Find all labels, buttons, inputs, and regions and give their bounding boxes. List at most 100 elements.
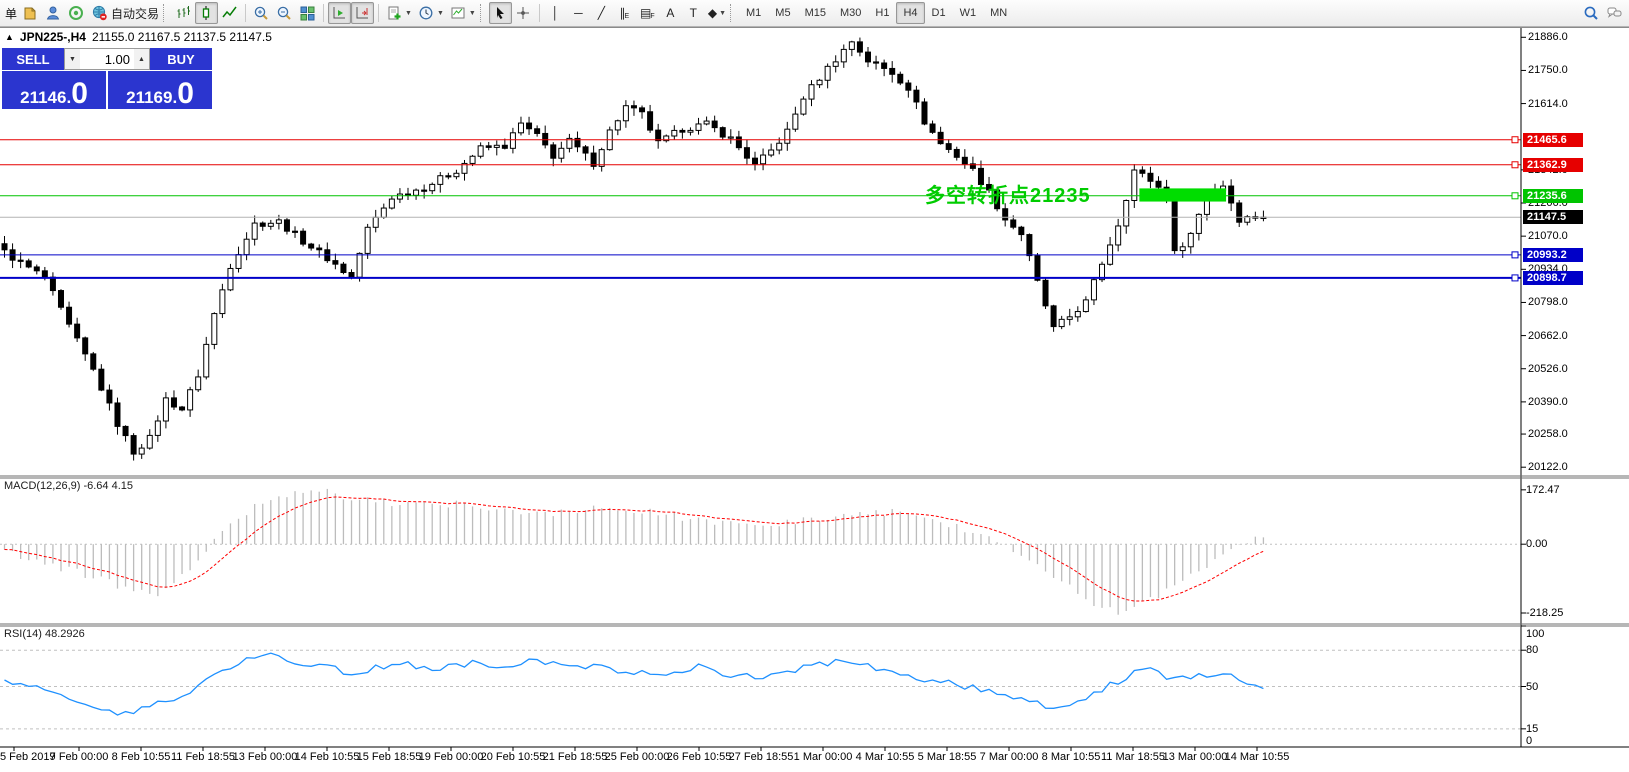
level-price-tag: 20898.7	[1523, 270, 1583, 285]
autotrade-button[interactable]: 自动交易	[88, 2, 162, 24]
macd-indicator-label: MACD(12,26,9) -6.64 4.15	[4, 480, 134, 492]
tile-windows-icon[interactable]	[296, 2, 319, 24]
rsi-axis-label: 80	[1526, 644, 1539, 657]
text-label-icon[interactable]: T	[682, 2, 705, 24]
rsi-axis-label: 0	[1526, 735, 1533, 747]
price-axis-label: 20526.0	[1528, 362, 1568, 375]
timeframe-mn[interactable]: MN	[983, 2, 1014, 24]
current-price-tag: 21147.5	[1523, 210, 1583, 225]
volume-decrease-button[interactable]: ▼	[65, 49, 80, 69]
autotrade-label: 自动交易	[111, 6, 160, 21]
time-axis-label: 13 Mar 00:00	[1162, 751, 1228, 763]
time-axis-label: 26 Feb 10:55	[666, 751, 732, 763]
price-axis-label: 20122.0	[1528, 461, 1568, 474]
time-axis-label: 11 Mar 18:55	[1100, 751, 1166, 763]
volume-spinner: ▼ ▲	[64, 48, 150, 70]
sell-button[interactable]: SELL	[2, 48, 64, 70]
ohlc-values: 21155.0 21167.5 21137.5 21147.5	[91, 30, 272, 44]
time-axis-label: 20 Feb 10:55	[480, 751, 546, 763]
time-axis-label: 5 Mar 18:55	[917, 751, 977, 763]
zoom-out-icon[interactable]	[273, 2, 296, 24]
timeframe-m15[interactable]: M15	[798, 2, 833, 24]
time-axis-label: 14 Feb 10:55	[294, 751, 360, 763]
macd-axis-label: 0.00	[1526, 538, 1548, 551]
sell-price[interactable]: 21146. 0	[2, 71, 106, 109]
equidistant-channel-icon[interactable]: ∥ E	[613, 2, 636, 24]
crosshair-icon[interactable]	[512, 2, 535, 24]
periods-icon[interactable]: ▼	[415, 2, 447, 24]
rsi-axis-label: 100	[1526, 628, 1545, 640]
price-axis-label: 20662.0	[1528, 329, 1568, 342]
chart-annotation-text: 多空转折点21235	[925, 185, 1091, 207]
chart-surface[interactable]	[0, 27, 1629, 772]
zoom-in-icon[interactable]	[250, 2, 273, 24]
buy-price-int: 21169	[126, 88, 173, 107]
text-icon[interactable]: A	[659, 2, 682, 24]
auto-scroll-icon[interactable]	[328, 2, 352, 24]
price-axis-label: 21614.0	[1528, 97, 1568, 110]
time-axis-label: 15 Feb 18:55	[356, 751, 422, 763]
fibonacci-icon[interactable]: ▤ F	[636, 2, 659, 24]
time-axis-label: 13 Feb 00:00	[232, 751, 298, 763]
chart-shift-icon[interactable]	[351, 2, 375, 24]
rsi-axis-label: 50	[1526, 680, 1539, 693]
buy-button[interactable]: BUY	[150, 48, 212, 70]
level-price-tag: 21465.6	[1523, 132, 1583, 147]
vertical-line-icon[interactable]: │	[544, 2, 567, 24]
price-axis-label: 20798.0	[1528, 296, 1568, 309]
price-axis-label: 21070.0	[1528, 230, 1568, 243]
volume-input[interactable]	[80, 49, 134, 69]
time-axis-label: 5 Feb 2019	[0, 751, 56, 763]
time-axis-label: 19 Feb 00:00	[418, 751, 484, 763]
time-axis-label: 21 Feb 18:55	[542, 751, 608, 763]
search-icon[interactable]	[1580, 2, 1603, 24]
collapse-panel-icon[interactable]: ▲	[5, 32, 14, 42]
timeframe-h4[interactable]: H4	[896, 2, 925, 24]
time-axis-label: 7 Feb 00:00	[49, 751, 109, 763]
timeframe-w1[interactable]: W1	[953, 2, 984, 24]
toolbar-grip	[163, 4, 169, 22]
level-price-tag: 21362.9	[1523, 157, 1583, 172]
timeframe-h1[interactable]: H1	[868, 2, 896, 24]
price-axis-label: 20258.0	[1528, 428, 1568, 441]
line-chart-icon[interactable]	[218, 2, 241, 24]
symbol-title: ▲ JPN225-,H4 21155.0 21167.5 21137.5 211…	[5, 30, 272, 44]
data-window-icon[interactable]	[65, 2, 88, 24]
sell-price-big-digit: 0	[71, 77, 88, 110]
new-order-label: 单	[5, 6, 18, 21]
indicators-icon[interactable]: ▼	[383, 2, 415, 24]
templates-icon[interactable]: ▼	[447, 2, 479, 24]
arrows-icon[interactable]: ◆ ▼	[705, 2, 729, 24]
buy-price[interactable]: 21169. 0	[108, 71, 212, 109]
price-axis-label: 21886.0	[1528, 31, 1568, 44]
chart-window: ▲ JPN225-,H4 21155.0 21167.5 21137.5 211…	[0, 27, 1629, 772]
bar-chart-icon[interactable]	[172, 2, 195, 24]
toolbar: 单自动交易 ▼ ▼ ▼ │ ─ ╱ ∥ E ▤ F A T ◆ ▼ M1 M5 M15 M30 H1 H4 D1 W1 MN	[0, 0, 1629, 27]
new-order-icon[interactable]	[19, 2, 42, 24]
timeframe-d1[interactable]: D1	[925, 2, 953, 24]
toolbar-separator	[538, 4, 540, 22]
macd-axis-label: 172.47	[1526, 483, 1560, 496]
timeframe-m5[interactable]: M5	[768, 2, 797, 24]
time-axis-label: 27 Feb 18:55	[728, 751, 794, 763]
toolbar-separator	[378, 4, 380, 22]
price-axis-label: 20390.0	[1528, 395, 1568, 408]
volume-increase-button[interactable]: ▲	[134, 49, 149, 69]
timeframe-m30[interactable]: M30	[833, 2, 868, 24]
timeframe-m1[interactable]: M1	[739, 2, 768, 24]
horizontal-line-icon[interactable]: ─	[567, 2, 590, 24]
toolbar-separator	[323, 4, 325, 22]
buy-price-dot: .	[172, 88, 178, 107]
time-axis-label: 4 Mar 10:55	[855, 751, 915, 763]
candlestick-icon[interactable]	[195, 2, 219, 24]
terminal-icon[interactable]	[42, 2, 65, 24]
trendline-icon[interactable]: ╱	[590, 2, 613, 24]
level-price-tag: 20993.2	[1523, 247, 1583, 262]
macd-axis-label: -218.25	[1526, 606, 1564, 619]
cursor-icon[interactable]	[488, 2, 512, 24]
one-click-trade-panel: SELL ▼ ▲ BUY 21146.0 21169.0	[2, 48, 212, 109]
chat-icon[interactable]	[1603, 2, 1626, 24]
time-axis-label: 8 Mar 10:55	[1041, 751, 1101, 763]
time-axis-label: 1 Mar 00:00	[793, 751, 853, 763]
level-price-tag: 21235.6	[1523, 188, 1583, 203]
